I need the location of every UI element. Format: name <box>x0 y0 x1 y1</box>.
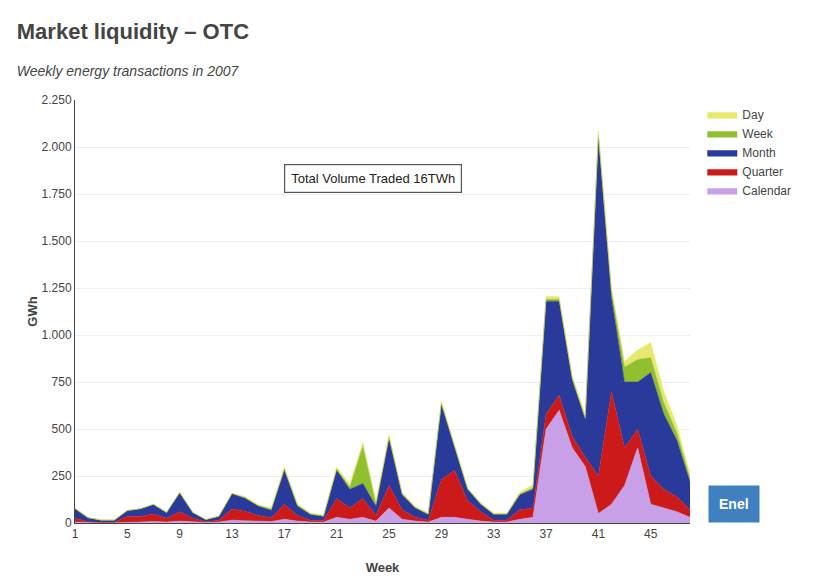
svg-text:Week: Week <box>742 127 773 141</box>
svg-text:Month: Month <box>742 146 775 160</box>
svg-text:Quarter: Quarter <box>742 165 783 179</box>
svg-text:750: 750 <box>52 375 72 389</box>
svg-text:17: 17 <box>278 527 292 541</box>
svg-text:Total Volume Traded 16TWh: Total Volume Traded 16TWh <box>291 171 455 186</box>
svg-text:41: 41 <box>592 527 606 541</box>
svg-text:25: 25 <box>382 527 396 541</box>
svg-text:21: 21 <box>330 527 344 541</box>
svg-text:37: 37 <box>539 527 553 541</box>
svg-text:Market liquidity – OTC: Market liquidity – OTC <box>17 19 249 44</box>
svg-text:1.500: 1.500 <box>42 234 72 248</box>
svg-text:250: 250 <box>52 469 72 483</box>
svg-text:Weekly energy transactions in: Weekly energy transactions in 2007 <box>17 63 240 79</box>
svg-text:5: 5 <box>124 527 131 541</box>
svg-text:13: 13 <box>225 527 239 541</box>
svg-text:2.250: 2.250 <box>42 93 72 107</box>
svg-text:Calendar: Calendar <box>742 184 791 198</box>
svg-text:Day: Day <box>742 108 763 122</box>
svg-text:1: 1 <box>72 527 79 541</box>
svg-text:29: 29 <box>435 527 449 541</box>
svg-text:500: 500 <box>52 422 72 436</box>
svg-text:33: 33 <box>487 527 501 541</box>
svg-text:2.000: 2.000 <box>42 140 72 154</box>
svg-text:9: 9 <box>176 527 183 541</box>
svg-text:1.750: 1.750 <box>42 187 72 201</box>
svg-text:GWh: GWh <box>25 296 40 326</box>
svg-text:1.250: 1.250 <box>42 281 72 295</box>
svg-text:Enel: Enel <box>719 496 749 512</box>
svg-text:Week: Week <box>366 560 400 575</box>
svg-text:45: 45 <box>644 527 658 541</box>
svg-text:1.000: 1.000 <box>42 328 72 342</box>
svg-text:0: 0 <box>65 516 72 530</box>
